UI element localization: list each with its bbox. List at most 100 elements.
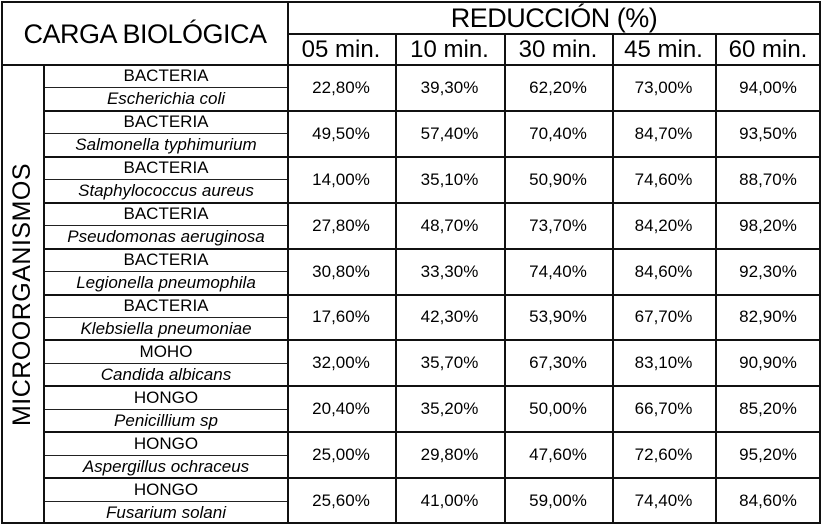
- grid-line: [43, 87, 287, 89]
- reduction-value: 73,00%: [634, 77, 693, 97]
- grid-line: [43, 247, 821, 250]
- organism-species: Pseudomonas aeruginosa: [67, 227, 265, 247]
- reduction-value: 85,20%: [739, 399, 797, 419]
- reduction-value: 48,70%: [420, 215, 479, 235]
- reduction-value: 73,70%: [529, 215, 587, 235]
- grid-line: [504, 34, 506, 524]
- grid-line: [43, 339, 821, 342]
- organism-type: HONGO: [133, 387, 199, 407]
- organism-type: BACTERIA: [123, 112, 209, 132]
- reduction-value: 74,60%: [634, 169, 693, 189]
- grid-line: [43, 271, 287, 273]
- reduction-value: 84,70%: [634, 123, 693, 143]
- reduction-value: 17,60%: [312, 307, 370, 327]
- reduction-value: 27,80%: [312, 215, 370, 235]
- carga-biologica-header: CARGA BIOLÓGICA: [23, 18, 267, 49]
- grid-line: [43, 408, 287, 410]
- reduction-value: 94,00%: [739, 77, 797, 97]
- grid-line: [43, 201, 821, 204]
- organism-species: Salmonella typhimurium: [75, 135, 257, 155]
- organism-type: HONGO: [133, 433, 199, 453]
- grid-line: [287, 33, 821, 35]
- grid-line: [43, 431, 821, 434]
- organism-type: HONGO: [133, 479, 199, 499]
- reduction-value: 57,40%: [420, 123, 479, 143]
- reduction-value: 29,80%: [420, 445, 479, 465]
- organism-type: BACTERIA: [123, 204, 209, 224]
- reduction-value: 70,40%: [529, 123, 587, 143]
- reduction-value: 30,80%: [312, 261, 370, 281]
- microorganismos-side-label: MICROORGANISMOS: [3, 65, 43, 524]
- reduccion-header: REDUCCIÓN (%): [450, 3, 658, 33]
- grid-line: [43, 316, 287, 318]
- organism-species: Candida albicans: [100, 364, 232, 384]
- organism-species: Klebsiella pneumoniae: [80, 318, 252, 338]
- reduction-value: 35,70%: [420, 353, 479, 373]
- reduction-value: 67,70%: [634, 307, 693, 327]
- reduction-value: 82,90%: [739, 307, 797, 327]
- reduction-value: 74,40%: [529, 261, 587, 281]
- reduction-value: 20,40%: [312, 399, 370, 419]
- reduction-value: 53,90%: [529, 307, 587, 327]
- organism-species: Escherichia coli: [106, 89, 226, 109]
- reduction-value: 39,30%: [420, 77, 479, 97]
- reduction-value: 66,70%: [634, 399, 693, 419]
- reduction-value: 47,60%: [529, 445, 587, 465]
- reduction-value: 67,30%: [529, 353, 587, 373]
- organism-species: Legionella pneumophila: [76, 273, 256, 293]
- organism-species: Penicillium sp: [114, 410, 218, 430]
- grid-line: [43, 385, 821, 388]
- reduction-value: 84,60%: [739, 491, 797, 511]
- time-header-10: 10 min.: [410, 35, 489, 63]
- reduction-value: 84,60%: [634, 261, 693, 281]
- time-header-05: 05 min.: [301, 35, 381, 63]
- organism-type: MOHO: [139, 341, 193, 361]
- reduction-value: 25,60%: [312, 491, 370, 511]
- reduction-value: 84,20%: [634, 215, 693, 235]
- reduction-value: 42,30%: [420, 307, 479, 327]
- reduction-value: 72,60%: [634, 445, 693, 465]
- grid-line: [43, 477, 821, 480]
- grid-line: [43, 109, 821, 112]
- reduction-value: 50,90%: [529, 169, 587, 189]
- organism-species: Fusarium solani: [106, 502, 226, 522]
- organism-type: BACTERIA: [123, 295, 209, 315]
- grid-line: [395, 34, 397, 524]
- reduction-value: 74,40%: [634, 491, 693, 511]
- grid-line: [43, 500, 287, 502]
- organism-type: BACTERIA: [123, 158, 209, 178]
- reduction-value: 98,20%: [739, 215, 797, 235]
- grid-line: [43, 179, 287, 181]
- grid-line: [612, 34, 614, 524]
- reduction-value: 83,10%: [634, 353, 693, 373]
- grid-line: [43, 133, 287, 135]
- organism-type: BACTERIA: [123, 66, 209, 86]
- reduction-value: 95,20%: [739, 445, 797, 465]
- grid-line: [3, 64, 821, 66]
- grid-line: [43, 225, 287, 227]
- grid-line: [43, 155, 821, 158]
- microorganismos-text: MICROORGANISMOS: [8, 162, 37, 427]
- reduction-value: 41,00%: [420, 491, 479, 511]
- time-header-60: 60 min.: [728, 35, 808, 63]
- reduction-value: 33,30%: [420, 261, 479, 281]
- grid-line: [287, 3, 289, 524]
- time-header-30: 30 min.: [518, 35, 598, 63]
- organism-species: Aspergillus ochraceus: [82, 456, 250, 476]
- reduction-value: 93,50%: [739, 123, 797, 143]
- reduction-value: 35,10%: [420, 169, 479, 189]
- reduction-value: 59,00%: [529, 491, 587, 511]
- reduction-value: 35,20%: [420, 399, 479, 419]
- grid-line: [43, 293, 821, 296]
- reduction-value: 90,90%: [739, 353, 797, 373]
- reduction-value: 14,00%: [312, 169, 370, 189]
- reduction-value: 62,20%: [529, 77, 587, 97]
- reduction-value: 22,80%: [312, 77, 370, 97]
- organism-type: BACTERIA: [123, 250, 209, 270]
- reduction-value: 50,00%: [529, 399, 587, 419]
- reduction-value: 92,30%: [739, 261, 797, 281]
- organism-species: Staphylococcus aureus: [78, 181, 254, 201]
- grid-line: [43, 454, 287, 456]
- reduction-value: 88,70%: [739, 169, 797, 189]
- reduction-value: 32,00%: [312, 353, 370, 373]
